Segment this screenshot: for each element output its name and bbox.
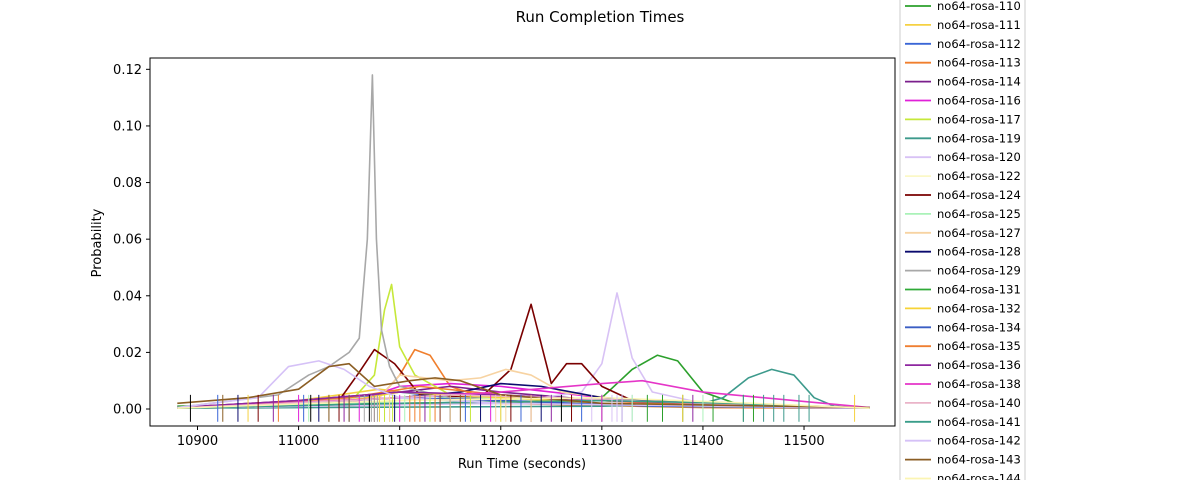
- legend-label: no64-rosa-142: [937, 434, 1021, 448]
- legend-item: no64-rosa-138: [905, 377, 1021, 391]
- y-tick-label: 0.00: [113, 403, 142, 418]
- legend-item: no64-rosa-141: [905, 415, 1021, 429]
- legend-item: no64-rosa-136: [905, 358, 1021, 372]
- legend-label: no64-rosa-111: [937, 18, 1021, 32]
- x-axis: 10900 11000 11100 11200 11300 11400 11500: [177, 426, 825, 449]
- legend-item: no64-rosa-113: [905, 56, 1021, 70]
- legend-label: no64-rosa-110: [937, 0, 1021, 13]
- legend-item: no64-rosa-135: [905, 339, 1021, 353]
- series-line-no64-rosa-124: [177, 303, 870, 409]
- legend-item: no64-rosa-112: [905, 37, 1021, 51]
- legend-item: no64-rosa-132: [905, 301, 1021, 315]
- x-tick-label: 11300: [581, 434, 622, 449]
- series-line-no64-rosa-143: [177, 362, 870, 409]
- legend-item: no64-rosa-142: [905, 434, 1021, 448]
- legend-label: no64-rosa-132: [937, 301, 1021, 315]
- x-axis-label: Run Time (seconds): [458, 457, 586, 472]
- legend-item: no64-rosa-124: [905, 188, 1021, 202]
- legend-label: no64-rosa-119: [937, 131, 1021, 145]
- legend-label: no64-rosa-124: [937, 188, 1021, 202]
- chart-title: Run Completion Times: [516, 8, 685, 26]
- y-axis: 0.00 0.02 0.04 0.06 0.08 0.10 0.12: [113, 63, 150, 418]
- legend-label: no64-rosa-144: [937, 472, 1021, 481]
- legend-item: no64-rosa-114: [905, 75, 1021, 89]
- legend-item: no64-rosa-140: [905, 396, 1021, 410]
- series-layer: [177, 74, 870, 409]
- legend-label: no64-rosa-134: [937, 320, 1021, 334]
- series-line-no64-rosa-129: [177, 74, 870, 409]
- x-tick-label: 11500: [783, 434, 824, 449]
- legend-label: no64-rosa-131: [937, 283, 1021, 297]
- legend-item: no64-rosa-143: [905, 453, 1021, 467]
- legend-label: no64-rosa-138: [937, 377, 1021, 391]
- y-tick-label: 0.10: [113, 119, 142, 134]
- legend-item: no64-rosa-122: [905, 169, 1021, 183]
- legend-item: no64-rosa-110: [905, 0, 1021, 13]
- x-tick-label: 11400: [682, 434, 723, 449]
- legend-label: no64-rosa-125: [937, 207, 1021, 221]
- x-tick-label: 11200: [480, 434, 521, 449]
- series-line-no64-rosa-142: [177, 360, 870, 409]
- legend-label: no64-rosa-113: [937, 56, 1021, 70]
- legend-item: no64-rosa-111: [905, 18, 1021, 32]
- legend-item: no64-rosa-117: [905, 112, 1021, 126]
- legend: no64-rosa-110 no64-rosa-111 no64-rosa-112 n…: [899, 0, 1026, 484]
- legend-item: no64-rosa-127: [905, 226, 1021, 240]
- legend-label: no64-rosa-114: [937, 75, 1021, 89]
- legend-item: no64-rosa-129: [905, 264, 1021, 278]
- x-tick-label: 11000: [278, 434, 319, 449]
- legend-label: no64-rosa-129: [937, 264, 1021, 278]
- y-tick-label: 0.02: [113, 346, 142, 361]
- legend-item: no64-rosa-119: [905, 131, 1021, 145]
- legend-label: no64-rosa-122: [937, 169, 1021, 183]
- legend-label: no64-rosa-143: [937, 453, 1021, 467]
- legend-item: no64-rosa-128: [905, 245, 1021, 259]
- legend-label: no64-rosa-136: [937, 358, 1021, 372]
- legend-label: no64-rosa-128: [937, 245, 1021, 259]
- x-tick-label: 10900: [177, 434, 218, 449]
- y-tick-label: 0.04: [113, 289, 142, 304]
- legend-label: no64-rosa-140: [937, 396, 1021, 410]
- legend-item: no64-rosa-120: [905, 150, 1021, 164]
- legend-label: no64-rosa-120: [937, 150, 1021, 164]
- rug-layer: [189, 394, 856, 422]
- legend-label: no64-rosa-116: [937, 94, 1021, 108]
- x-tick-label: 11100: [379, 434, 420, 449]
- legend-item: no64-rosa-125: [905, 207, 1021, 221]
- legend-label: no64-rosa-117: [937, 112, 1021, 126]
- y-tick-label: 0.08: [113, 176, 142, 191]
- plot-frame: [149, 57, 896, 427]
- y-axis-label: Probability: [90, 208, 105, 277]
- legend-item: no64-rosa-134: [905, 320, 1021, 334]
- legend-item: no64-rosa-116: [905, 94, 1021, 108]
- legend-item: no64-rosa-131: [905, 283, 1021, 297]
- legend-label: no64-rosa-135: [937, 339, 1021, 353]
- y-tick-label: 0.12: [113, 63, 142, 78]
- legend-label: no64-rosa-141: [937, 415, 1021, 429]
- legend-label: no64-rosa-112: [937, 37, 1021, 51]
- y-tick-label: 0.06: [113, 233, 142, 248]
- legend-label: no64-rosa-127: [937, 226, 1021, 240]
